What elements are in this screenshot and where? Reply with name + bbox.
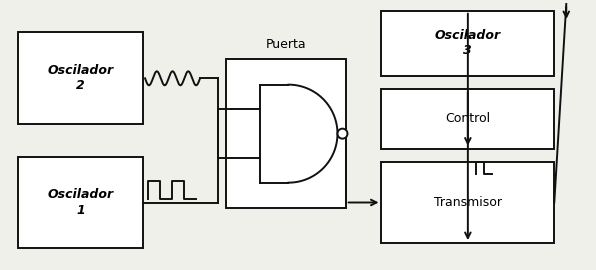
Bar — [18, 32, 143, 124]
Bar — [381, 89, 554, 148]
Circle shape — [337, 129, 347, 139]
Text: Oscilador
2: Oscilador 2 — [48, 64, 113, 92]
Text: Oscilador
1: Oscilador 1 — [48, 188, 113, 217]
Bar — [381, 162, 554, 243]
Text: Control: Control — [445, 112, 491, 125]
Text: Transmisor: Transmisor — [434, 196, 502, 209]
Text: Oscilador
3: Oscilador 3 — [435, 29, 501, 57]
Bar — [226, 59, 346, 208]
Text: Puerta: Puerta — [266, 38, 306, 51]
Bar — [18, 157, 143, 248]
Bar — [381, 11, 554, 76]
